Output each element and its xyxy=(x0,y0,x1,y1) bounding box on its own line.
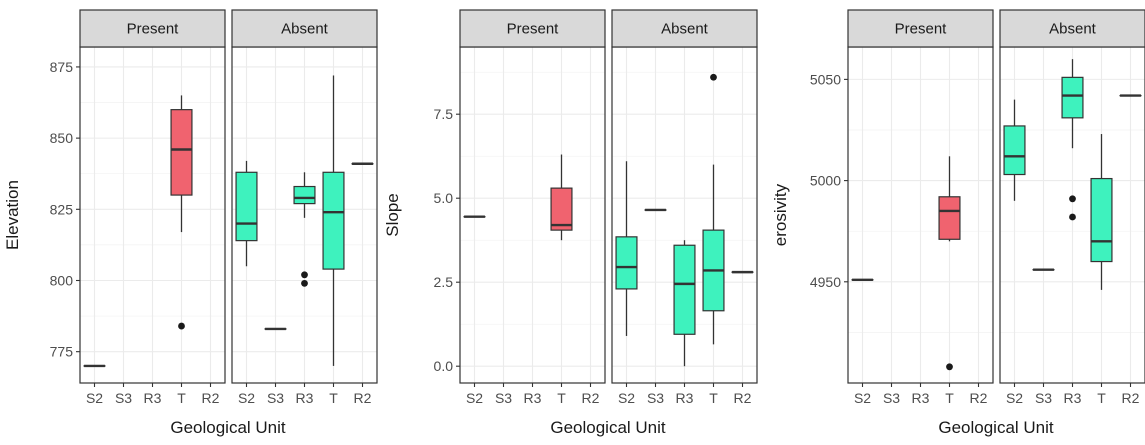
x-tick-label: R3 xyxy=(912,390,930,406)
y-tick-label: 7.5 xyxy=(434,106,454,122)
x-tick-label: T xyxy=(177,390,186,406)
x-tick-label: R2 xyxy=(354,390,372,406)
facet-panel-absent: Absent S2 S3 R3 T R2 xyxy=(612,10,757,406)
x-tick-label: R2 xyxy=(734,390,752,406)
x-tick-label: T xyxy=(557,390,566,406)
x-tick-label: S3 xyxy=(883,390,900,406)
outlier-point xyxy=(1069,195,1076,202)
x-tick-label: R2 xyxy=(1122,390,1140,406)
box-body xyxy=(1004,126,1025,175)
box-body xyxy=(294,187,315,204)
box-body xyxy=(171,110,192,195)
box-body xyxy=(616,237,637,289)
outlier-point xyxy=(1069,214,1076,221)
x-tick-label: R3 xyxy=(676,390,694,406)
x-tick-label: T xyxy=(329,390,338,406)
y-tick-label: 775 xyxy=(50,344,74,360)
x-tick-label: R2 xyxy=(582,390,600,406)
chart-2: Present S2 S3 R3 T R2 Absent S2 S3 R3 T R2 0.0 2.5 5.0… xyxy=(383,10,757,437)
y-tick-label: 800 xyxy=(50,272,74,288)
y-axis-title: erosivity xyxy=(771,183,790,246)
y-axis-title: Slope xyxy=(383,193,402,236)
y-axis-title: Elevation xyxy=(3,180,22,250)
y-tick-label: 4950 xyxy=(810,274,841,290)
box-body xyxy=(323,172,344,269)
box-body xyxy=(236,172,257,240)
box-body xyxy=(939,197,960,240)
outlier-point xyxy=(946,363,953,370)
x-tick-label: S2 xyxy=(854,390,871,406)
x-tick-label: S3 xyxy=(495,390,512,406)
x-axis-title: Geological Unit xyxy=(938,418,1054,437)
x-tick-label: R3 xyxy=(524,390,542,406)
outlier-point xyxy=(301,280,308,287)
x-axis-title: Geological Unit xyxy=(550,418,666,437)
x-tick-label: R3 xyxy=(1064,390,1082,406)
facet-strip-label: Absent xyxy=(281,21,329,38)
chart-1: Present S2 S3 R3 T R2 Absent S2 S3 R3 T R2 775 800 825… xyxy=(3,10,377,437)
facet-panel-present: Present S2 S3 R3 T R2 xyxy=(848,10,993,406)
x-tick-label: T xyxy=(1097,390,1106,406)
x-tick-label: S3 xyxy=(1035,390,1052,406)
box-body xyxy=(674,245,695,334)
facet-strip-label: Present xyxy=(507,21,560,38)
x-tick-label: S3 xyxy=(267,390,284,406)
x-tick-label: R3 xyxy=(296,390,314,406)
y-tick-label: 5050 xyxy=(810,71,841,87)
box-body xyxy=(1091,179,1112,262)
x-tick-label: S3 xyxy=(647,390,664,406)
facet-panel-present: Present S2 S3 R3 T R2 xyxy=(460,10,605,406)
facet-strip-label: Absent xyxy=(1049,21,1097,38)
facet-strip-label: Absent xyxy=(661,21,709,38)
x-axis-title: Geological Unit xyxy=(170,418,286,437)
facet-panel-absent: Absent S2 S3 R3 T R2 xyxy=(232,10,377,406)
y-tick-label: 0.0 xyxy=(434,358,454,374)
facet-strip-label: Present xyxy=(127,21,180,38)
x-tick-label: R2 xyxy=(970,390,988,406)
facet-panel-absent: Absent S2 S3 R3 T R2 xyxy=(1000,10,1145,406)
y-tick-label: 5.0 xyxy=(434,190,454,206)
x-tick-label: S2 xyxy=(466,390,483,406)
outlier-point xyxy=(178,323,185,330)
x-tick-label: S2 xyxy=(618,390,635,406)
box-body xyxy=(551,188,572,230)
x-tick-label: R3 xyxy=(144,390,162,406)
y-tick-label: 850 xyxy=(50,130,74,146)
box-body xyxy=(1062,77,1083,117)
x-tick-label: T xyxy=(709,390,718,406)
y-tick-label: 2.5 xyxy=(434,274,454,290)
y-tick-label: 5000 xyxy=(810,173,841,189)
x-tick-label: T xyxy=(945,390,954,406)
outlier-point xyxy=(301,271,308,278)
x-tick-label: S2 xyxy=(238,390,255,406)
facet-strip-label: Present xyxy=(895,21,948,38)
x-tick-label: S2 xyxy=(1006,390,1023,406)
x-tick-label: S3 xyxy=(115,390,132,406)
x-tick-label: R2 xyxy=(202,390,220,406)
facet-panel-present: Present S2 S3 R3 T R2 xyxy=(80,10,225,406)
outlier-point xyxy=(710,74,717,81)
y-tick-label: 875 xyxy=(50,59,74,75)
x-tick-label: S2 xyxy=(86,390,103,406)
y-tick-label: 825 xyxy=(50,201,74,217)
chart-3: Present S2 S3 R3 T R2 Absent S2 S3 R3 T R2 4950 5000 5… xyxy=(771,10,1145,437)
